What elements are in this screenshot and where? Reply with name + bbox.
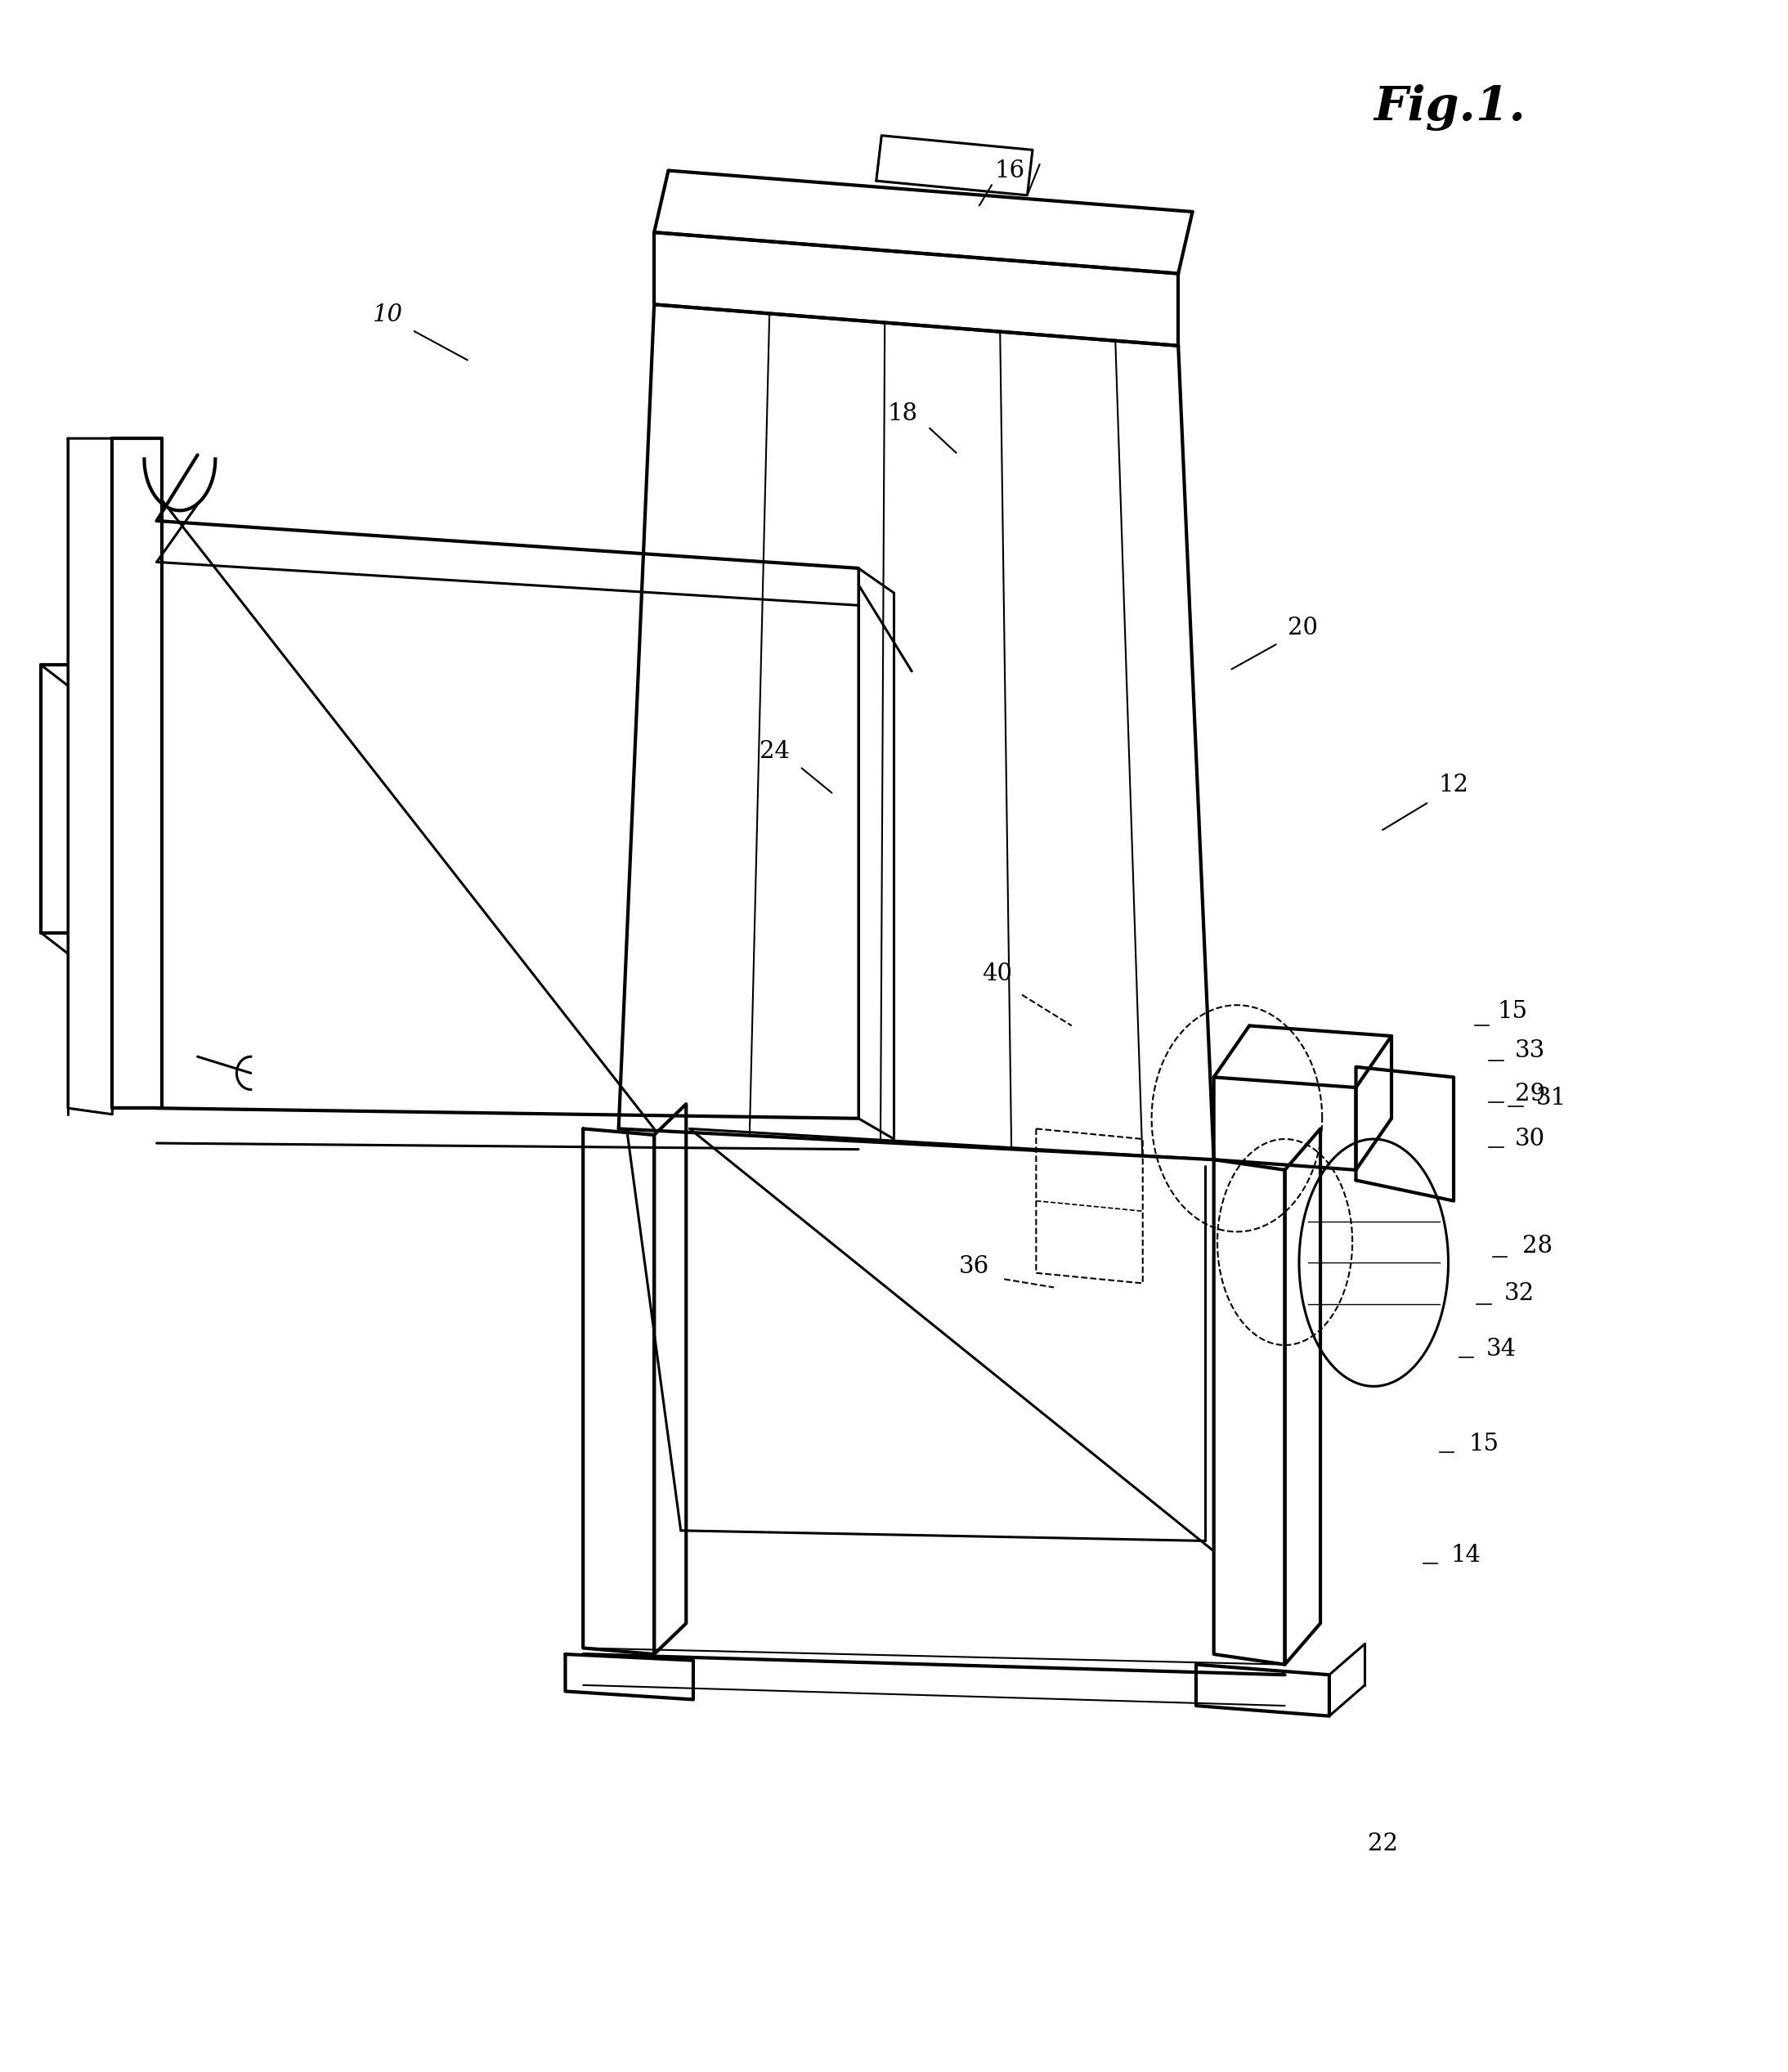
Text: 32: 32 <box>1504 1283 1534 1305</box>
Text: 29: 29 <box>1514 1082 1545 1104</box>
Text: 31: 31 <box>1536 1086 1566 1109</box>
Text: 15: 15 <box>1468 1432 1498 1455</box>
Text: 12: 12 <box>1439 773 1468 796</box>
Text: 18: 18 <box>887 402 917 425</box>
Text: 28: 28 <box>1522 1235 1552 1258</box>
Text: 22: 22 <box>1368 1832 1398 1854</box>
Text: 15: 15 <box>1497 1001 1527 1024</box>
Text: 24: 24 <box>760 740 790 762</box>
Text: 10: 10 <box>372 303 402 325</box>
Text: 36: 36 <box>958 1256 989 1278</box>
Text: 16: 16 <box>994 160 1025 182</box>
Text: 14: 14 <box>1450 1544 1480 1566</box>
Text: 33: 33 <box>1514 1038 1545 1061</box>
Text: 40: 40 <box>982 963 1012 986</box>
Text: Fig.1.: Fig.1. <box>1373 85 1525 131</box>
Text: 30: 30 <box>1514 1127 1545 1150</box>
Text: 20: 20 <box>1287 617 1318 640</box>
Text: 34: 34 <box>1486 1339 1516 1361</box>
